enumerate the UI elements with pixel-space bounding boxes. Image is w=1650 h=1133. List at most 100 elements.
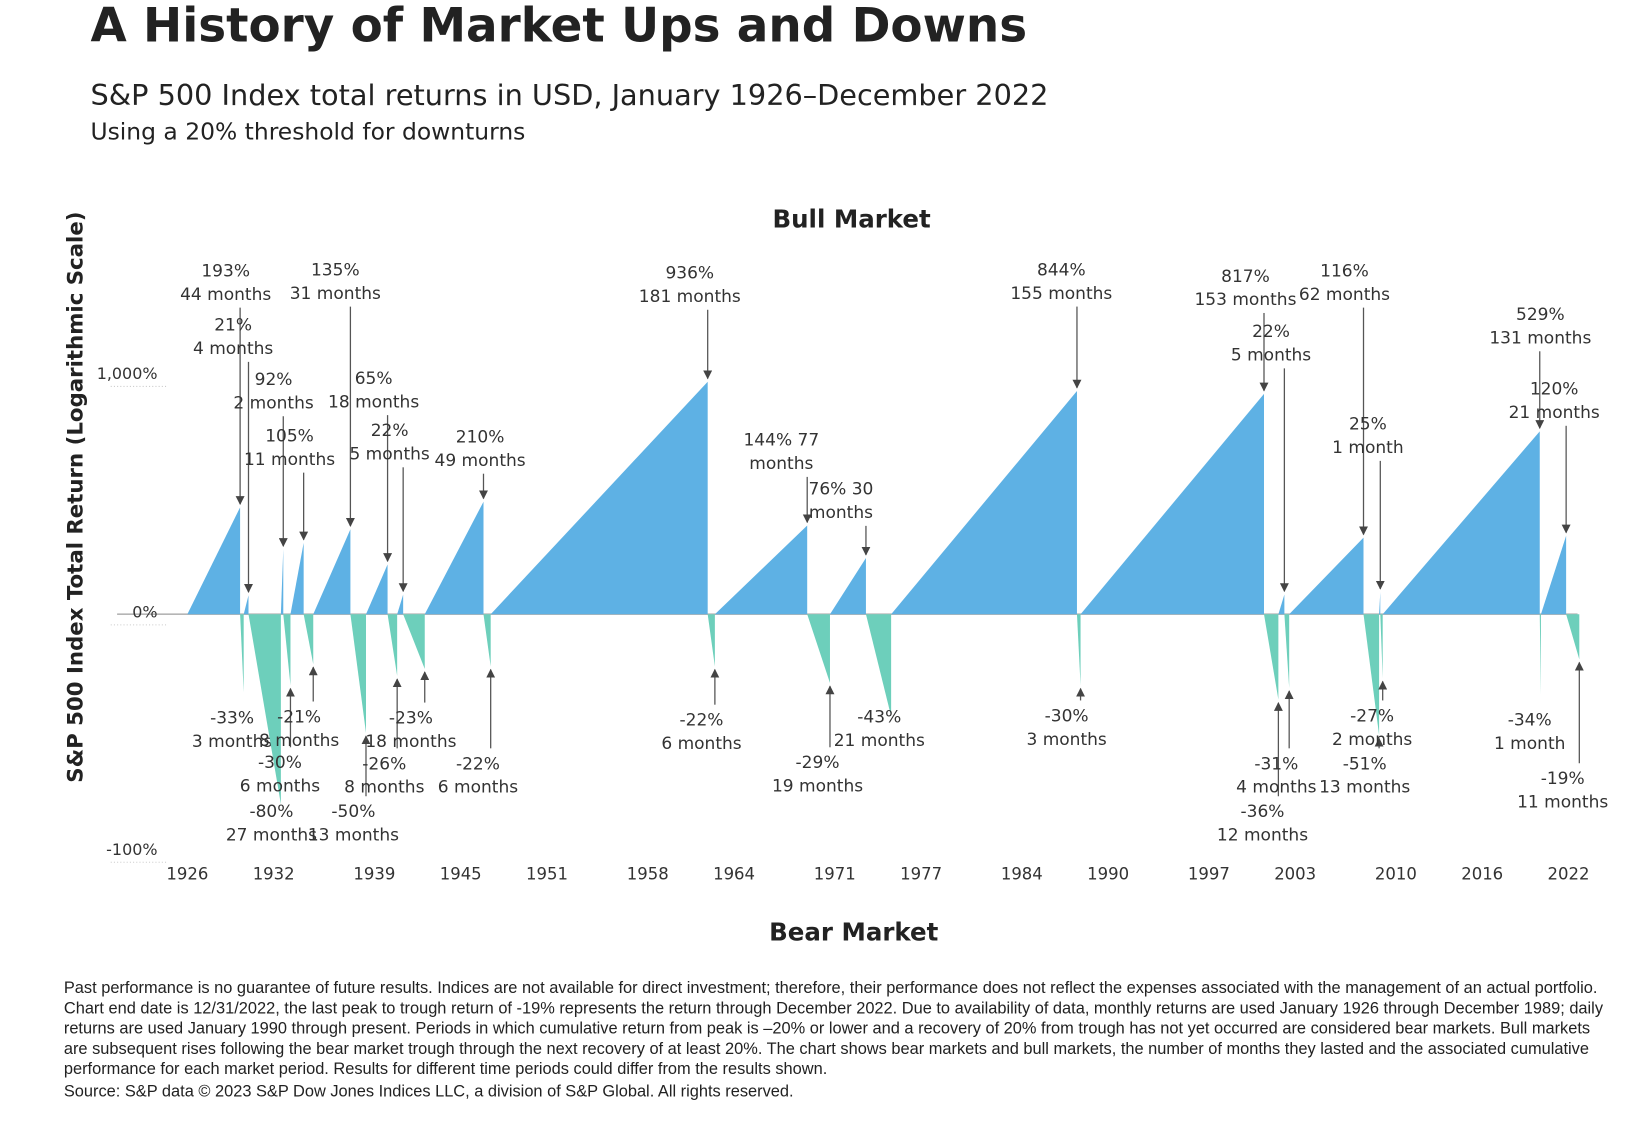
- duration-label: 13 months: [308, 826, 399, 846]
- bear-area: [303, 614, 314, 665]
- bull-area: [490, 381, 708, 615]
- bear-area: [1539, 614, 1541, 695]
- value-label: 144% 77: [743, 431, 819, 451]
- y-axis-title: S&P 500 Index Total Return (Logarithmic …: [64, 212, 89, 783]
- duration-label: 27 months: [226, 826, 317, 846]
- bear-area: [707, 614, 715, 667]
- duration-label: 11 months: [1517, 793, 1608, 813]
- duration-label: 3 months: [1026, 730, 1106, 750]
- value-label: -30%: [258, 753, 302, 773]
- duration-label: 19 months: [772, 777, 863, 797]
- bear-area: [1380, 614, 1383, 679]
- value-label: 529%: [1516, 305, 1565, 325]
- x-tick-label: 2010: [1375, 865, 1417, 884]
- value-label: -50%: [331, 802, 375, 822]
- bear-area: [1263, 614, 1279, 700]
- bear-area: [283, 614, 291, 686]
- duration-label: 181 months: [639, 287, 741, 307]
- value-label: 116%: [1320, 261, 1369, 281]
- duration-label: 49 months: [435, 451, 526, 471]
- duration-label: 44 months: [180, 285, 271, 305]
- duration-label: 13 months: [1319, 778, 1410, 798]
- value-label: -36%: [1241, 802, 1285, 822]
- value-label: -34%: [1508, 711, 1552, 731]
- duration-label: 6 months: [240, 777, 320, 797]
- bear-area: [1566, 614, 1580, 660]
- value-label: -21%: [277, 707, 321, 727]
- bull-area: [280, 549, 284, 615]
- duration-label: 155 months: [1010, 284, 1112, 304]
- x-tick-label: 1945: [440, 865, 482, 884]
- value-label: 25%: [1349, 415, 1387, 435]
- value-label: 135%: [311, 260, 360, 280]
- value-label: -80%: [249, 802, 293, 822]
- bull-area: [829, 558, 866, 615]
- bear-area: [403, 614, 425, 669]
- duration-label: 5 months: [1231, 346, 1311, 366]
- duration-label: 21 months: [834, 731, 925, 751]
- value-label: 210%: [456, 428, 505, 448]
- value-label: 105%: [265, 426, 314, 446]
- value-label: 120%: [1530, 380, 1579, 400]
- y-tick-label: 1,000%: [97, 364, 158, 383]
- bull-area: [1382, 431, 1540, 615]
- bear-area: [807, 614, 830, 684]
- bull-area: [714, 525, 808, 615]
- duration-label: 4 months: [1236, 778, 1316, 798]
- x-tick-label: 1984: [1001, 865, 1043, 884]
- bull-area: [243, 595, 249, 615]
- duration-label: 12 months: [1217, 826, 1308, 846]
- top-label: Bull Market: [772, 204, 931, 233]
- value-label: 844%: [1037, 260, 1086, 280]
- value-label: -27%: [1350, 706, 1394, 726]
- value-label: 21%: [214, 316, 252, 336]
- x-tick-label: 1926: [166, 865, 208, 884]
- value-label: -51%: [1343, 754, 1387, 774]
- duration-label: 4 months: [193, 339, 273, 359]
- duration-label: 21 months: [1509, 403, 1600, 423]
- duration-label: 1 month: [1494, 734, 1565, 754]
- bull-area: [1080, 393, 1264, 615]
- value-label: -26%: [362, 754, 406, 774]
- duration-label: 131 months: [1489, 329, 1591, 349]
- value-label: 22%: [371, 421, 409, 441]
- value-label: -31%: [1254, 754, 1298, 774]
- duration-label: 11 months: [244, 450, 335, 470]
- bear-area: [387, 614, 398, 676]
- bear-area: [1284, 614, 1290, 688]
- chart-subtitle: Using a 20% threshold for downturns: [90, 118, 525, 146]
- duration-label: 18 months: [328, 392, 419, 412]
- bottom-label: Bear Market: [769, 918, 938, 947]
- bull-area: [1379, 592, 1381, 615]
- value-label: -23%: [389, 709, 433, 729]
- bull-area: [1289, 537, 1364, 615]
- x-tick-label: 1977: [900, 865, 942, 884]
- value-label: 936%: [665, 264, 714, 284]
- value-label: -22%: [680, 711, 724, 731]
- duration-label: months: [749, 454, 813, 474]
- bull-area: [290, 542, 304, 615]
- value-label: -22%: [456, 754, 500, 774]
- duration-label: 62 months: [1299, 285, 1390, 305]
- duration-label: 18 months: [365, 732, 456, 752]
- duration-label: 2 months: [1332, 730, 1412, 750]
- bear-area: [240, 614, 244, 693]
- bull-area: [891, 390, 1077, 615]
- chart: A History of Market Ups and Downs S&P 50…: [64, 0, 1609, 947]
- value-label: 817%: [1221, 267, 1270, 287]
- bear-area: [248, 614, 281, 805]
- chart-title: A History of Market Ups and Downs: [90, 0, 1027, 53]
- source: Source: S&P data © 2023 S&P Dow Jones In…: [63, 1082, 794, 1101]
- x-tick-label: 2003: [1274, 865, 1316, 884]
- bull-area: [365, 564, 388, 615]
- y-tick-label: -100%: [106, 840, 157, 859]
- x-tick-label: 1990: [1087, 865, 1129, 884]
- duration-label: months: [809, 503, 873, 523]
- value-label: 193%: [201, 261, 250, 281]
- value-label: 65%: [355, 369, 393, 389]
- x-tick-label: 2016: [1461, 865, 1503, 884]
- bear-area: [483, 614, 491, 667]
- duration-label: 3 months: [192, 732, 272, 752]
- value-label: -30%: [1045, 706, 1089, 726]
- x-tick-label: 1932: [253, 865, 295, 884]
